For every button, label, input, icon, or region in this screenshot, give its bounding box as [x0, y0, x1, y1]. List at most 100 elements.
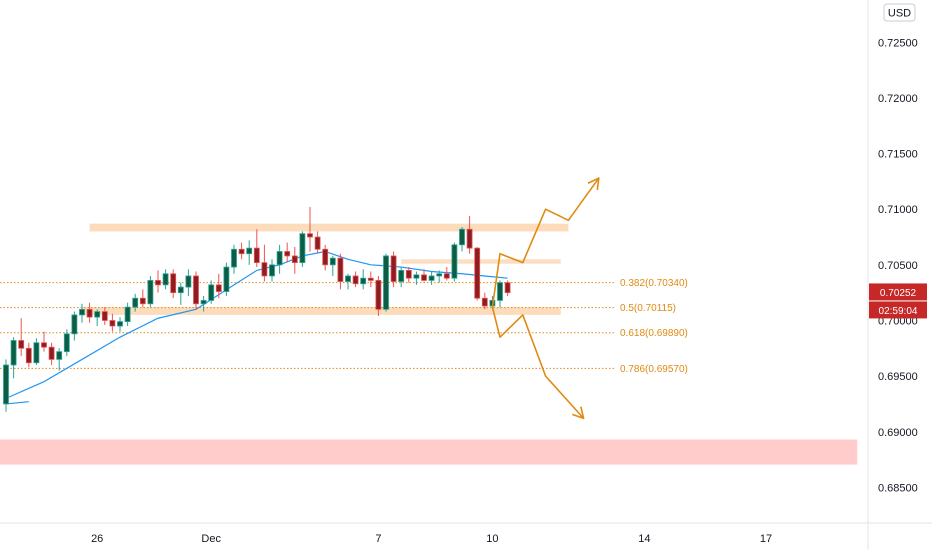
currency-badge[interactable]	[883, 3, 916, 22]
candle	[299, 231, 306, 268]
candle-body	[117, 321, 123, 327]
candle	[291, 247, 298, 274]
candle-body	[428, 275, 435, 281]
candle-body	[177, 286, 184, 294]
candle	[48, 342, 55, 365]
candle	[481, 292, 488, 310]
candle-body	[504, 282, 511, 294]
candle	[329, 255, 336, 276]
candle-body	[337, 257, 344, 282]
candle	[367, 271, 374, 288]
ma-stub-line	[5, 401, 29, 405]
candle-body	[162, 273, 169, 286]
candle-body	[360, 277, 367, 285]
candle	[352, 271, 359, 288]
candle	[360, 269, 367, 290]
candle	[231, 244, 237, 274]
fib-level-label: 0.382(0.70340)	[620, 278, 688, 289]
candle-body	[132, 297, 139, 308]
candle-body	[86, 308, 93, 318]
candle	[383, 253, 389, 312]
candle	[428, 271, 435, 285]
moving-average-layer	[5, 250, 508, 405]
price-axis[interactable]: USD 0.72500 0.72000 0.71500 0.71000 0.70500 0.…	[867, 0, 927, 550]
candle	[390, 251, 397, 288]
price-tick-label: 0.72500	[878, 37, 918, 49]
zone-band-2	[82, 307, 561, 315]
candle	[162, 269, 169, 290]
candle	[284, 242, 291, 263]
candle-body	[71, 314, 78, 335]
price-tick-label: 0.71500	[878, 149, 918, 161]
bearish-projection-arrow	[491, 306, 585, 419]
candle	[33, 338, 40, 365]
candle	[3, 359, 9, 412]
candle	[101, 307, 108, 325]
candle-body	[79, 308, 85, 316]
candle-body	[246, 247, 253, 255]
candle-body	[497, 282, 503, 301]
candle	[307, 206, 313, 252]
candles-layer	[3, 206, 511, 412]
candle-body	[200, 300, 207, 305]
candle	[139, 289, 146, 308]
candle	[25, 342, 32, 368]
candle-body	[124, 306, 131, 322]
time-tick-label: 10	[486, 533, 498, 545]
candle	[322, 244, 329, 271]
candle-body	[436, 273, 443, 277]
candle-body	[215, 284, 222, 292]
fibonacci-levels: 0.382(0.70340) 0.5(0.70115) 0.618(0.69890)…	[0, 278, 688, 375]
price-tick-label: 0.69500	[878, 371, 918, 383]
candle-body	[345, 275, 351, 282]
candle	[147, 275, 154, 308]
candle-body	[231, 248, 237, 268]
candle-body	[63, 333, 70, 353]
candle	[18, 318, 25, 357]
candle	[269, 259, 275, 282]
candle-body	[405, 270, 412, 279]
candle-body	[307, 233, 313, 238]
candle-body	[474, 247, 481, 299]
candle-body	[291, 255, 298, 264]
price-tick-label: 0.68500	[878, 482, 918, 494]
fib-level-label: 0.786(0.69570)	[620, 364, 688, 375]
candle-body	[352, 275, 359, 285]
candle	[337, 253, 344, 290]
candle-body	[276, 251, 283, 266]
candle	[314, 231, 321, 254]
candle-body	[375, 280, 382, 310]
candle	[215, 273, 222, 299]
price-tick-label: 0.69000	[878, 427, 918, 439]
candle	[170, 269, 177, 299]
candle-body	[459, 228, 465, 246]
candle-body	[383, 255, 389, 310]
price-tick-label: 0.70000	[878, 315, 918, 327]
candle-body	[109, 320, 116, 327]
time-axis[interactable]: 26 Dec 7 10 14 17	[0, 522, 932, 545]
candle-body	[481, 297, 488, 307]
candle	[155, 270, 161, 293]
time-tick-label: Dec	[201, 533, 221, 545]
candle-body	[101, 311, 108, 321]
candle	[86, 302, 93, 323]
candle	[79, 303, 85, 323]
candle-body	[390, 255, 397, 282]
candle-body	[421, 274, 427, 281]
candle	[56, 348, 63, 371]
price-tick-label: 0.72000	[878, 93, 918, 105]
candle-body	[451, 244, 458, 279]
countdown-tag	[869, 301, 927, 319]
candle	[238, 242, 245, 260]
candle	[253, 229, 260, 268]
candle	[10, 337, 17, 379]
candle-body	[261, 262, 268, 277]
currency-label: USD	[888, 8, 911, 20]
zone-band-0	[89, 223, 569, 232]
candle-body	[18, 340, 25, 349]
candle-body	[208, 284, 215, 301]
candle-body	[238, 248, 245, 255]
candle	[504, 280, 511, 296]
candle	[459, 227, 465, 252]
